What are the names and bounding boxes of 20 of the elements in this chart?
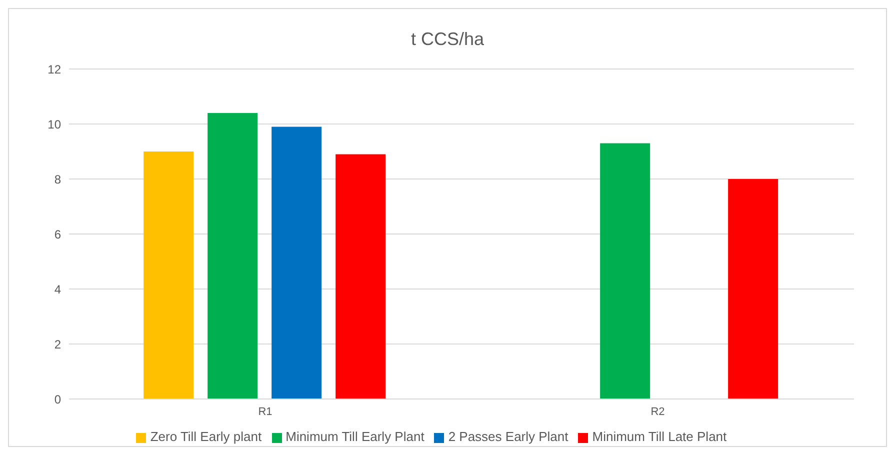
bar — [600, 143, 650, 399]
bar — [208, 113, 258, 399]
x-tick-label: R1 — [258, 406, 272, 418]
y-tick-label: 0 — [54, 392, 62, 406]
legend-label: Minimum Till Early Plant — [286, 429, 424, 444]
y-tick-label: 6 — [54, 227, 62, 242]
y-tick-label: 12 — [48, 62, 62, 76]
legend-label: 2 Passes Early Plant — [448, 429, 568, 444]
y-tick-label: 4 — [54, 282, 62, 296]
x-tick-label: R2 — [650, 406, 665, 418]
legend-label: Zero Till Early plant — [150, 429, 262, 444]
bar — [272, 126, 322, 399]
bar — [728, 179, 778, 399]
y-tick-label: 10 — [48, 117, 62, 132]
y-tick-label: 2 — [54, 337, 62, 352]
bar — [336, 154, 386, 399]
chart-title: t CCS/ha — [410, 28, 486, 51]
bar — [144, 152, 194, 399]
legend-label: Minimum Till Late Plant — [592, 429, 727, 444]
y-tick-label: 8 — [54, 172, 62, 186]
